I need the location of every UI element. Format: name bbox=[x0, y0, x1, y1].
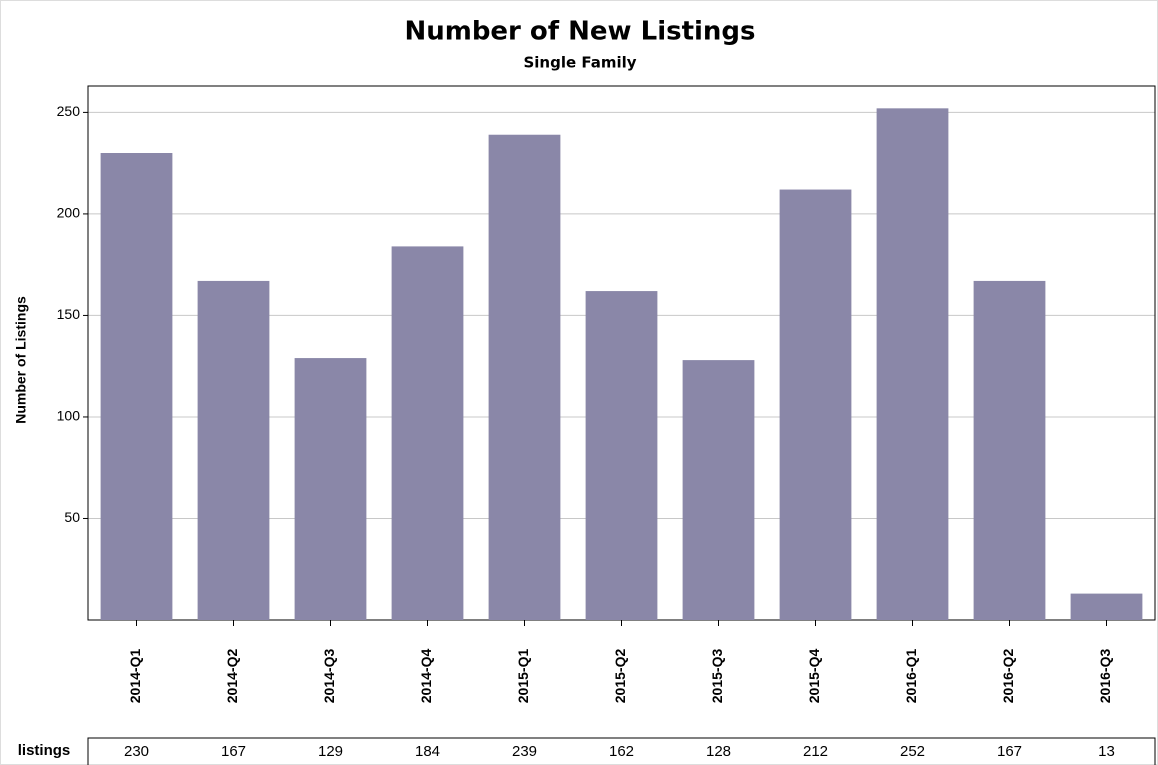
bar bbox=[973, 280, 1046, 620]
y-tick-label: 250 bbox=[57, 103, 81, 119]
x-tick-label: 2015-Q4 bbox=[806, 649, 822, 704]
bar bbox=[100, 153, 173, 621]
x-tick-label: 2016-Q1 bbox=[903, 649, 919, 704]
bar bbox=[1070, 593, 1143, 620]
bar bbox=[197, 280, 270, 620]
table-cell: 167 bbox=[221, 743, 246, 760]
bar bbox=[488, 134, 561, 620]
bar bbox=[779, 189, 852, 620]
x-tick-label: 2014-Q2 bbox=[224, 649, 240, 704]
bar bbox=[876, 108, 949, 621]
table-cell: 239 bbox=[512, 743, 537, 760]
table-cell: 128 bbox=[706, 743, 731, 760]
table-row-label: listings bbox=[18, 742, 71, 759]
y-tick-label: 50 bbox=[64, 509, 80, 525]
y-tick-label: 200 bbox=[57, 205, 81, 221]
y-tick-label: 150 bbox=[57, 306, 81, 322]
x-tick-label: 2015-Q2 bbox=[612, 649, 628, 704]
bar bbox=[294, 358, 367, 620]
x-tick-label: 2014-Q4 bbox=[418, 649, 434, 704]
table-cell: 212 bbox=[803, 743, 828, 760]
x-tick-label: 2016-Q2 bbox=[1000, 649, 1016, 704]
y-axis-label: Number of Listings bbox=[13, 296, 29, 424]
table-cell: 167 bbox=[997, 743, 1022, 760]
table-cell: 252 bbox=[900, 743, 925, 760]
bar bbox=[391, 246, 464, 620]
bar bbox=[682, 360, 755, 620]
table-frame bbox=[87, 737, 1156, 765]
table-cell: 230 bbox=[124, 743, 149, 760]
y-tick-label: 100 bbox=[57, 408, 81, 424]
x-tick-label: 2014-Q1 bbox=[127, 649, 143, 704]
x-tick-label: 2016-Q3 bbox=[1097, 649, 1113, 704]
chart-subtitle: Single Family bbox=[523, 54, 636, 72]
table-cell: 13 bbox=[1098, 743, 1115, 760]
bar bbox=[585, 291, 658, 620]
x-tick-label: 2015-Q3 bbox=[709, 649, 725, 704]
table-cell: 184 bbox=[415, 743, 440, 760]
chart-title: Number of New Listings bbox=[404, 17, 755, 47]
table-cell: 162 bbox=[609, 743, 634, 760]
x-tick-label: 2015-Q1 bbox=[515, 649, 531, 704]
table-cell: 129 bbox=[318, 743, 343, 760]
x-tick-label: 2014-Q3 bbox=[321, 649, 337, 704]
